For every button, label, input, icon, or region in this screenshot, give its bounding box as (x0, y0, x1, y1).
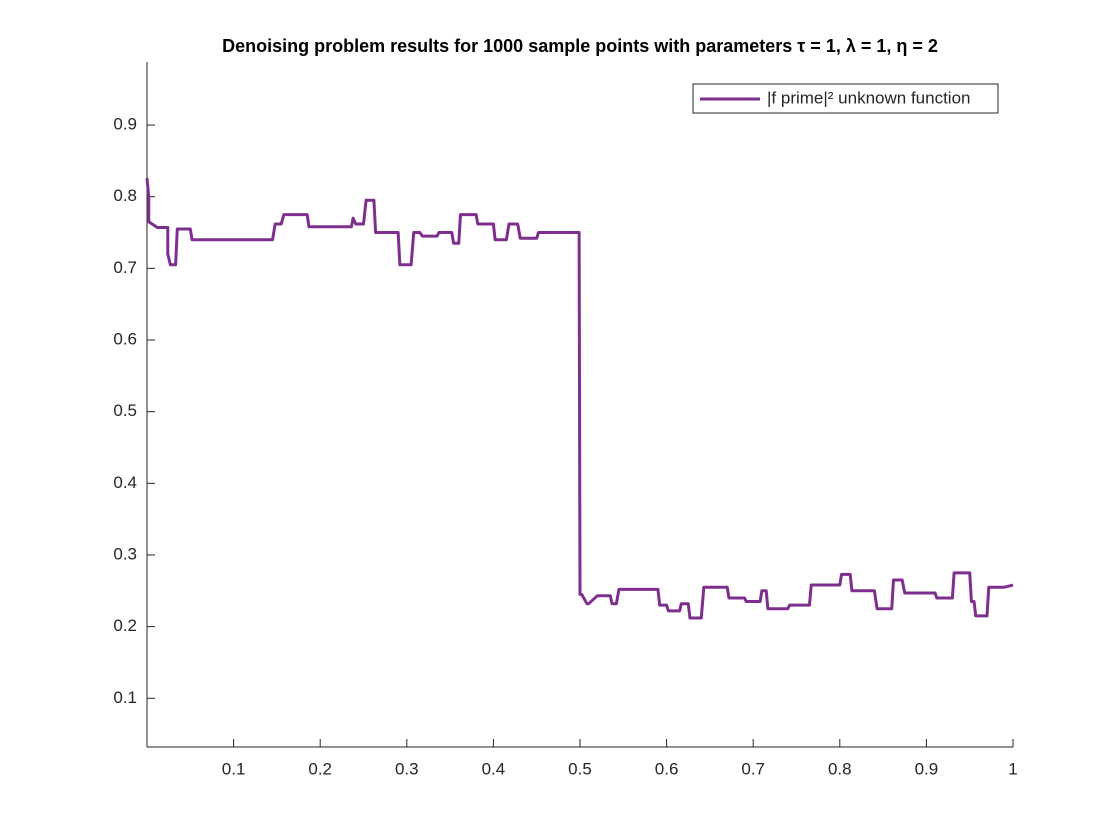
y-tick-label: 0.4 (113, 473, 137, 492)
y-tick-label: 0.1 (113, 688, 137, 707)
legend-label: |f prime|² unknown function (767, 88, 971, 107)
x-tick-label: 0.6 (655, 759, 679, 778)
chart-title: Denoising problem results for 1000 sampl… (222, 36, 938, 56)
x-tick-label: 0.5 (568, 759, 592, 778)
y-tick-label: 0.8 (113, 186, 137, 205)
x-tick-label: 0.8 (828, 759, 852, 778)
y-tick-label: 0.2 (113, 616, 137, 635)
x-tick-label: 0.7 (741, 759, 765, 778)
x-tick-label: 0.9 (915, 759, 939, 778)
x-tick-label: 0.3 (395, 759, 419, 778)
x-tick-label: 0.4 (482, 759, 506, 778)
y-tick-label: 0.5 (113, 401, 137, 420)
x-tick-label: 0.1 (222, 759, 246, 778)
y-tick-label: 0.9 (113, 115, 137, 134)
x-tick-label: 0.2 (308, 759, 332, 778)
y-tick-label: 0.6 (113, 329, 137, 348)
data-line (145, 177, 1014, 620)
x-tick-label: 1 (1008, 759, 1017, 778)
y-tick-label: 0.7 (113, 258, 137, 277)
y-tick-label: 0.3 (113, 544, 137, 563)
